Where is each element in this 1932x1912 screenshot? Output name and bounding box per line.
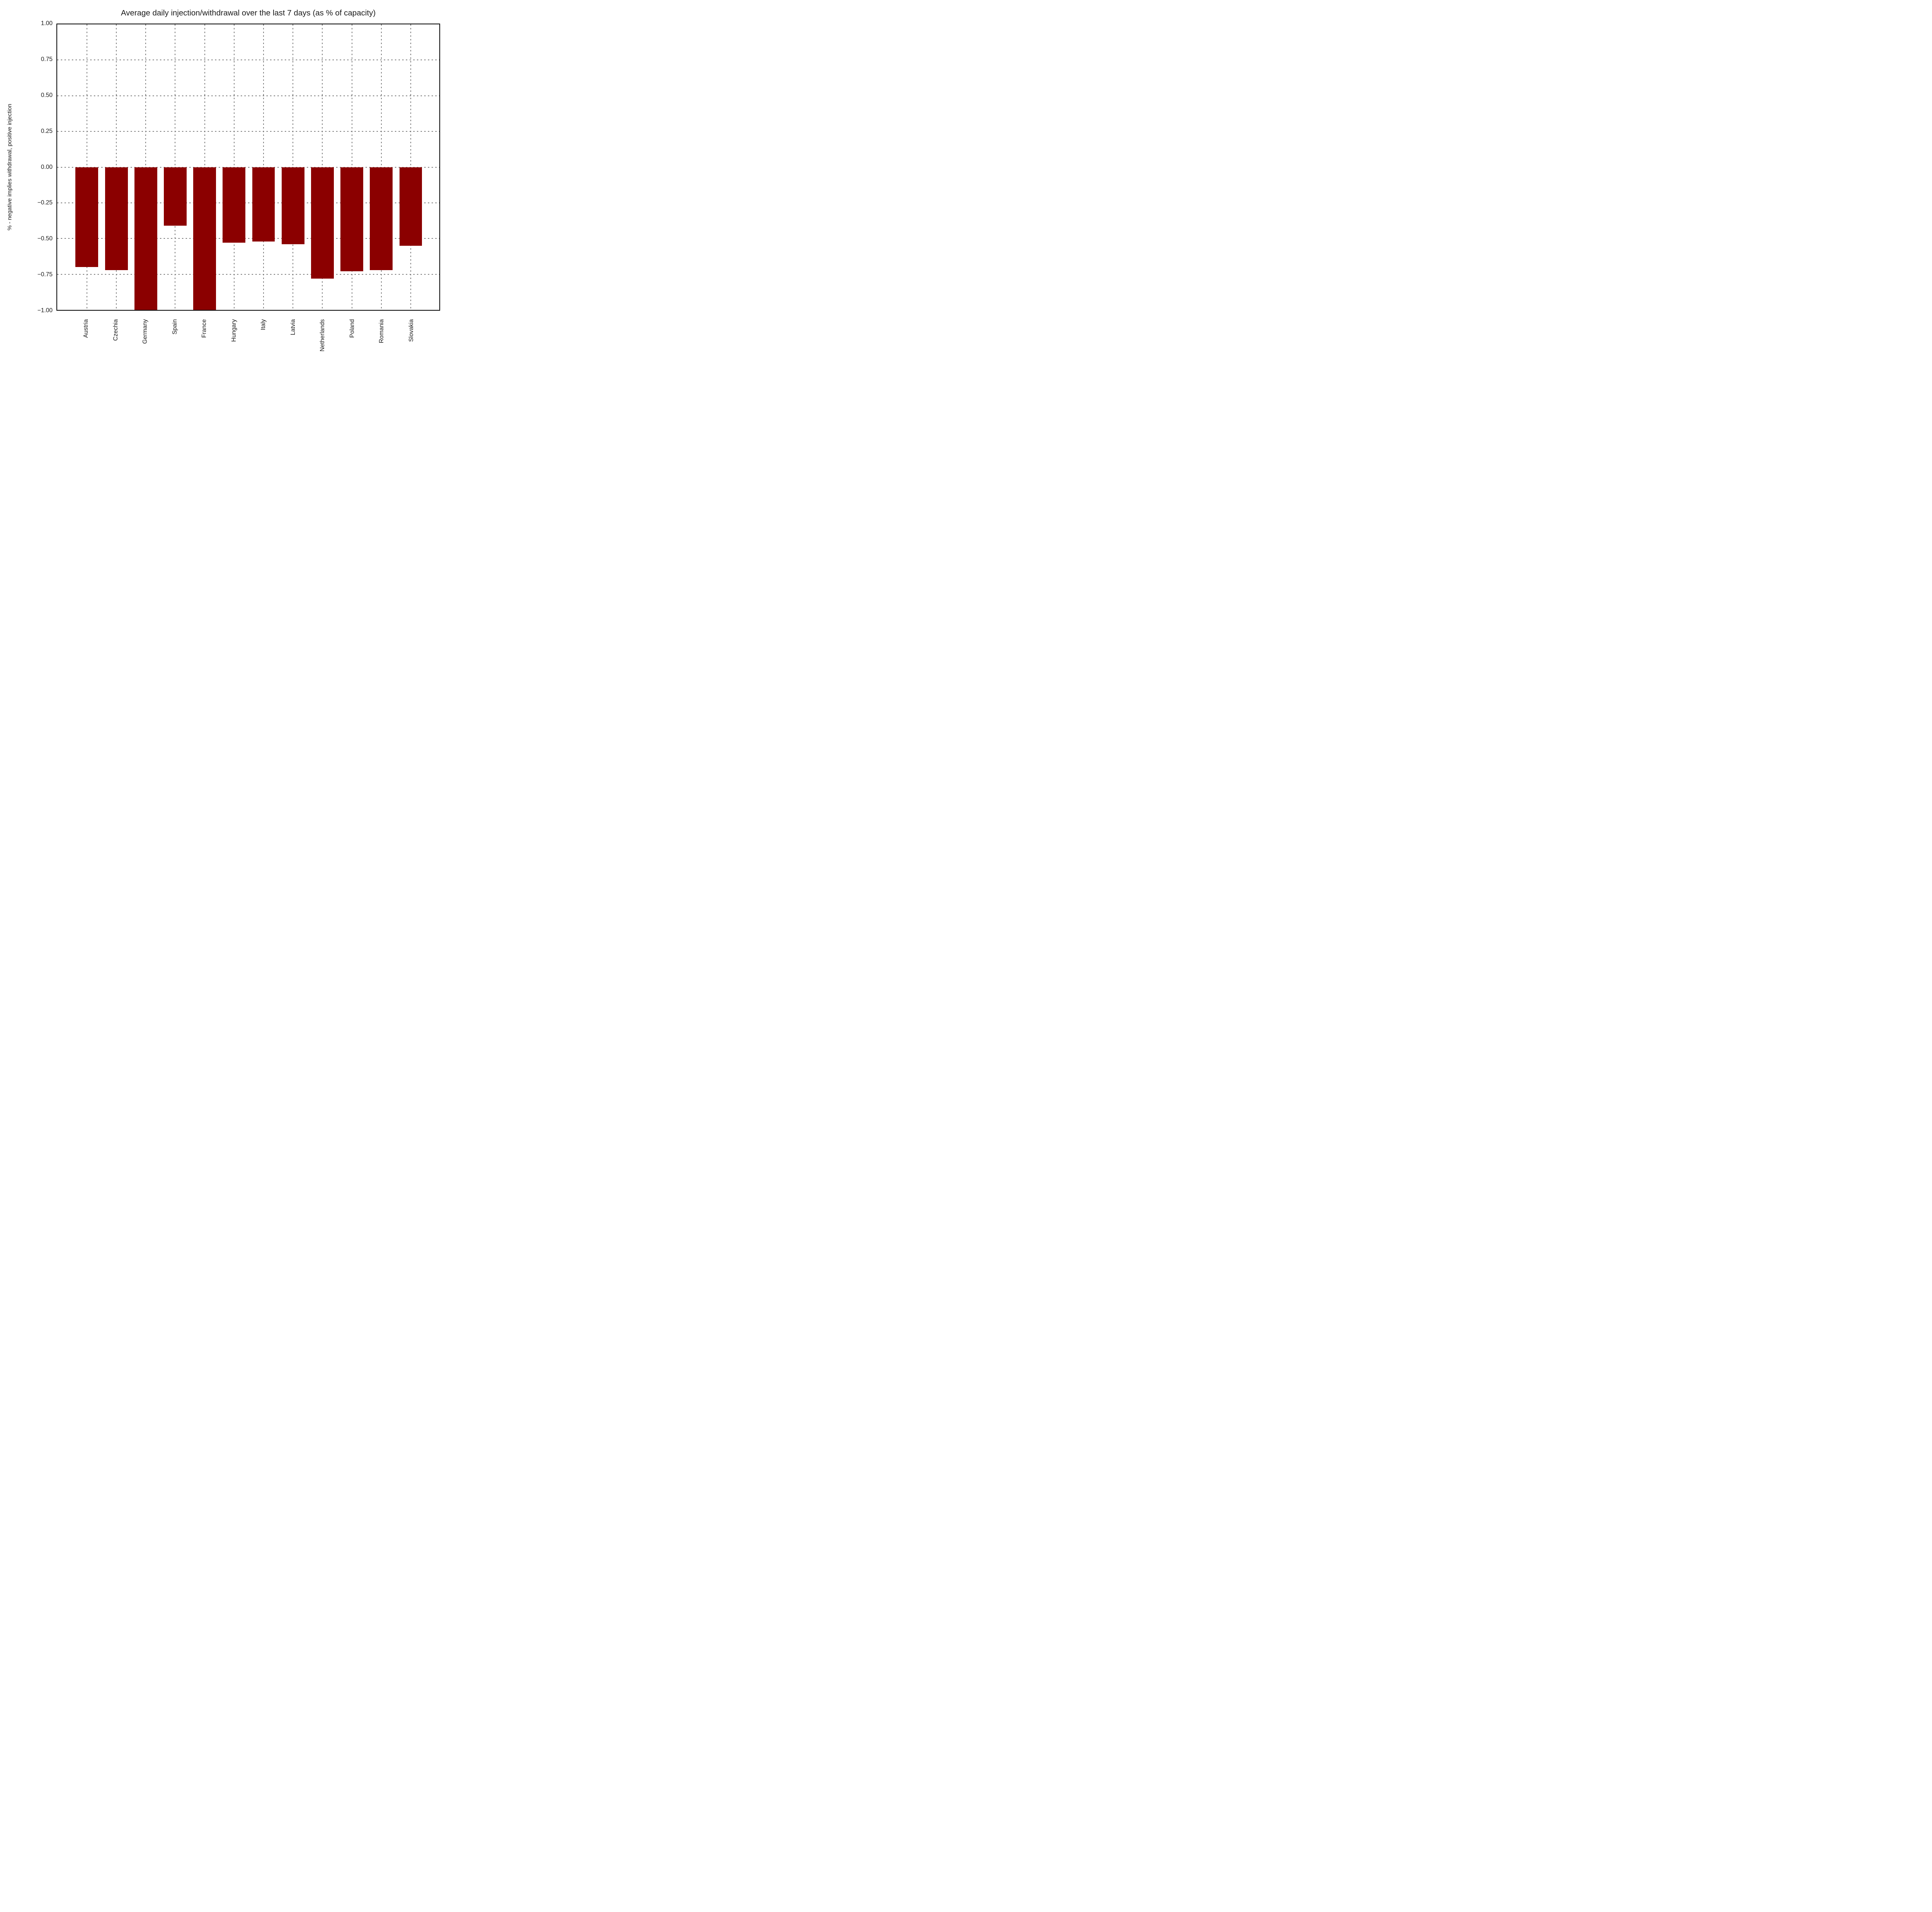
bar-spain <box>163 167 187 226</box>
bar-austria <box>75 167 99 267</box>
x-tick-label-france: France <box>201 319 208 338</box>
h-gridline <box>57 95 439 96</box>
bar-hungary <box>223 167 246 243</box>
x-tick-label-germany: Germany <box>142 319 149 344</box>
bar-poland <box>340 167 364 272</box>
bar-germany <box>134 167 157 310</box>
bar-italy <box>252 167 275 242</box>
bar-romania <box>370 167 393 270</box>
x-tick-label-slovakia: Slovakia <box>408 319 415 342</box>
x-tick-label-czechia: Czechia <box>112 319 119 341</box>
x-tick-label-spain: Spain <box>171 319 178 335</box>
figure: Average daily injection/withdrawal over … <box>0 0 463 383</box>
h-gridline <box>57 238 439 239</box>
y-tick-label: −1.00 <box>37 307 53 314</box>
x-tick-label-latvia: Latvia <box>289 319 296 335</box>
h-gridline <box>57 167 439 168</box>
plot-area <box>56 24 440 311</box>
h-gridline <box>57 274 439 275</box>
x-tick-label-romania: Romania <box>378 319 385 344</box>
h-gridline <box>57 202 439 203</box>
x-tick-label-italy: Italy <box>260 319 267 330</box>
x-tick-label-poland: Poland <box>349 319 355 338</box>
y-tick-label: −0.25 <box>37 199 53 206</box>
y-tick-label: −0.50 <box>37 235 53 242</box>
y-tick-label: 1.00 <box>41 20 53 27</box>
bar-france <box>193 167 216 310</box>
y-tick-label: −0.75 <box>37 271 53 278</box>
y-tick-label: 0.25 <box>41 128 53 134</box>
y-tick-label: 0.00 <box>41 163 53 170</box>
y-tick-label: 0.75 <box>41 56 53 63</box>
x-tick-label-netherlands: Netherlands <box>319 319 326 352</box>
bar-latvia <box>281 167 304 245</box>
x-tick-label-hungary: Hungary <box>230 319 237 342</box>
bar-slovakia <box>399 167 422 246</box>
x-tick-label-austria: Austria <box>83 319 90 338</box>
bar-czechia <box>105 167 128 270</box>
y-tick-label: 0.50 <box>41 92 53 99</box>
bar-netherlands <box>311 167 334 279</box>
h-gridline <box>57 131 439 132</box>
chart-title: Average daily injection/withdrawal over … <box>121 9 376 17</box>
